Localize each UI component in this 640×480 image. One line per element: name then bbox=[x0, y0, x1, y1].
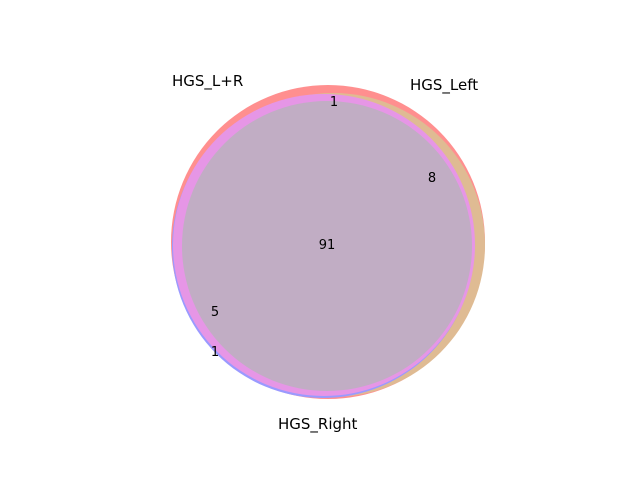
region-count-left-only: 8 bbox=[428, 171, 436, 186]
region-count-right-only: 1 bbox=[211, 345, 219, 360]
region-count-lr-left: 1 bbox=[330, 95, 338, 110]
set-label-hgs-lr: HGS_L+R bbox=[172, 72, 243, 91]
region-all-three bbox=[182, 101, 472, 391]
region-count-lr-right: 5 bbox=[211, 305, 219, 320]
region-count-all-three: 91 bbox=[319, 238, 336, 253]
set-label-hgs-left: HGS_Left bbox=[410, 76, 478, 95]
set-label-hgs-right: HGS_Right bbox=[278, 415, 358, 434]
